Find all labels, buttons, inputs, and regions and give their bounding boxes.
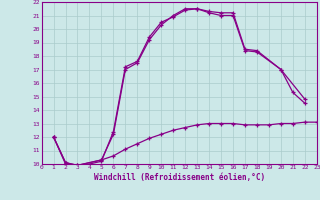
X-axis label: Windchill (Refroidissement éolien,°C): Windchill (Refroidissement éolien,°C) [94,173,265,182]
